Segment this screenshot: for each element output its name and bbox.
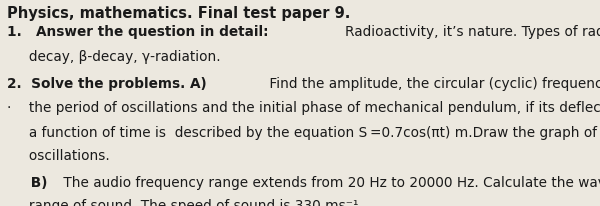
Text: oscillations.: oscillations.: [7, 148, 110, 162]
Text: B): B): [7, 175, 47, 189]
Text: Radioactivity, it’s nature. Types of radioactive decay: α-: Radioactivity, it’s nature. Types of rad…: [344, 25, 600, 39]
Text: Physics, mathematics. Final test paper 9.: Physics, mathematics. Final test paper 9…: [7, 6, 350, 21]
Text: decay, β-decay, γ-radiation.: decay, β-decay, γ-radiation.: [7, 49, 221, 63]
Text: Find the amplitude, the circular (cyclic) frequency, the frequency: Find the amplitude, the circular (cyclic…: [265, 76, 600, 90]
Text: ·    the period of oscillations and the initial phase of mechanical pendulum, if: · the period of oscillations and the ini…: [7, 101, 600, 115]
Text: 2.  Solve the problems. A): 2. Solve the problems. A): [7, 76, 207, 90]
Text: range of sound. The speed of sound is 330 ms⁻¹.: range of sound. The speed of sound is 33…: [7, 198, 363, 206]
Text: 1.   Answer the question in detail:: 1. Answer the question in detail:: [7, 25, 269, 39]
Text: a function of time is  described by the equation S =0.7cos(πt) m.Draw the graph : a function of time is described by the e…: [7, 126, 600, 140]
Text: The audio frequency range extends from 20 Hz to 20000 Hz. Calculate the waveleng: The audio frequency range extends from 2…: [59, 175, 600, 189]
